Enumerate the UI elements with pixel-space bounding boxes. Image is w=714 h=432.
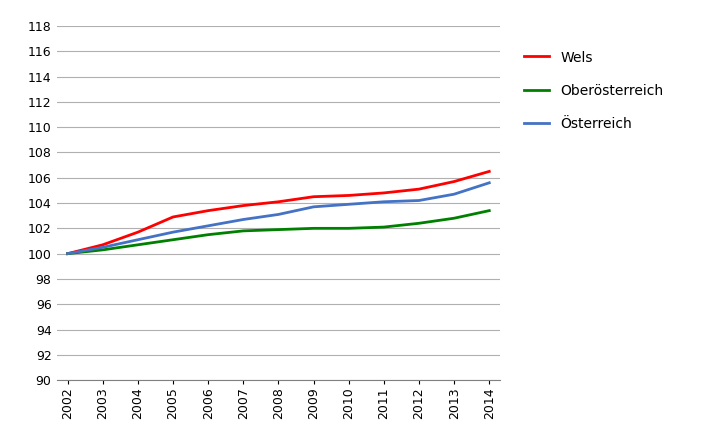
Oberösterreich — [380, 225, 388, 230]
Oberösterreich — [344, 226, 353, 231]
Oberösterreich — [239, 228, 248, 233]
Line: Österreich: Österreich — [68, 183, 489, 254]
Wels — [239, 203, 248, 208]
Österreich — [64, 251, 72, 256]
Österreich — [134, 237, 142, 242]
Wels — [134, 229, 142, 235]
Wels — [99, 242, 107, 248]
Oberösterreich — [274, 227, 283, 232]
Österreich — [204, 223, 213, 229]
Wels — [274, 199, 283, 204]
Österreich — [239, 217, 248, 222]
Wels — [485, 169, 493, 174]
Line: Wels: Wels — [68, 172, 489, 254]
Österreich — [344, 202, 353, 207]
Österreich — [380, 199, 388, 204]
Wels — [450, 179, 458, 184]
Oberösterreich — [415, 221, 423, 226]
Wels — [169, 214, 177, 219]
Line: Oberösterreich: Oberösterreich — [68, 211, 489, 254]
Oberösterreich — [134, 242, 142, 248]
Oberösterreich — [169, 237, 177, 242]
Wels — [415, 187, 423, 192]
Österreich — [274, 212, 283, 217]
Österreich — [99, 245, 107, 250]
Wels — [309, 194, 318, 199]
Österreich — [169, 229, 177, 235]
Wels — [344, 193, 353, 198]
Oberösterreich — [309, 226, 318, 231]
Österreich — [415, 198, 423, 203]
Wels — [204, 208, 213, 213]
Oberösterreich — [64, 251, 72, 256]
Legend: Wels, Oberösterreich, Österreich: Wels, Oberösterreich, Österreich — [525, 51, 664, 131]
Österreich — [309, 204, 318, 210]
Österreich — [450, 192, 458, 197]
Oberösterreich — [450, 216, 458, 221]
Wels — [380, 191, 388, 196]
Oberösterreich — [204, 232, 213, 237]
Österreich — [485, 180, 493, 185]
Wels — [64, 251, 72, 256]
Oberösterreich — [99, 247, 107, 252]
Oberösterreich — [485, 208, 493, 213]
